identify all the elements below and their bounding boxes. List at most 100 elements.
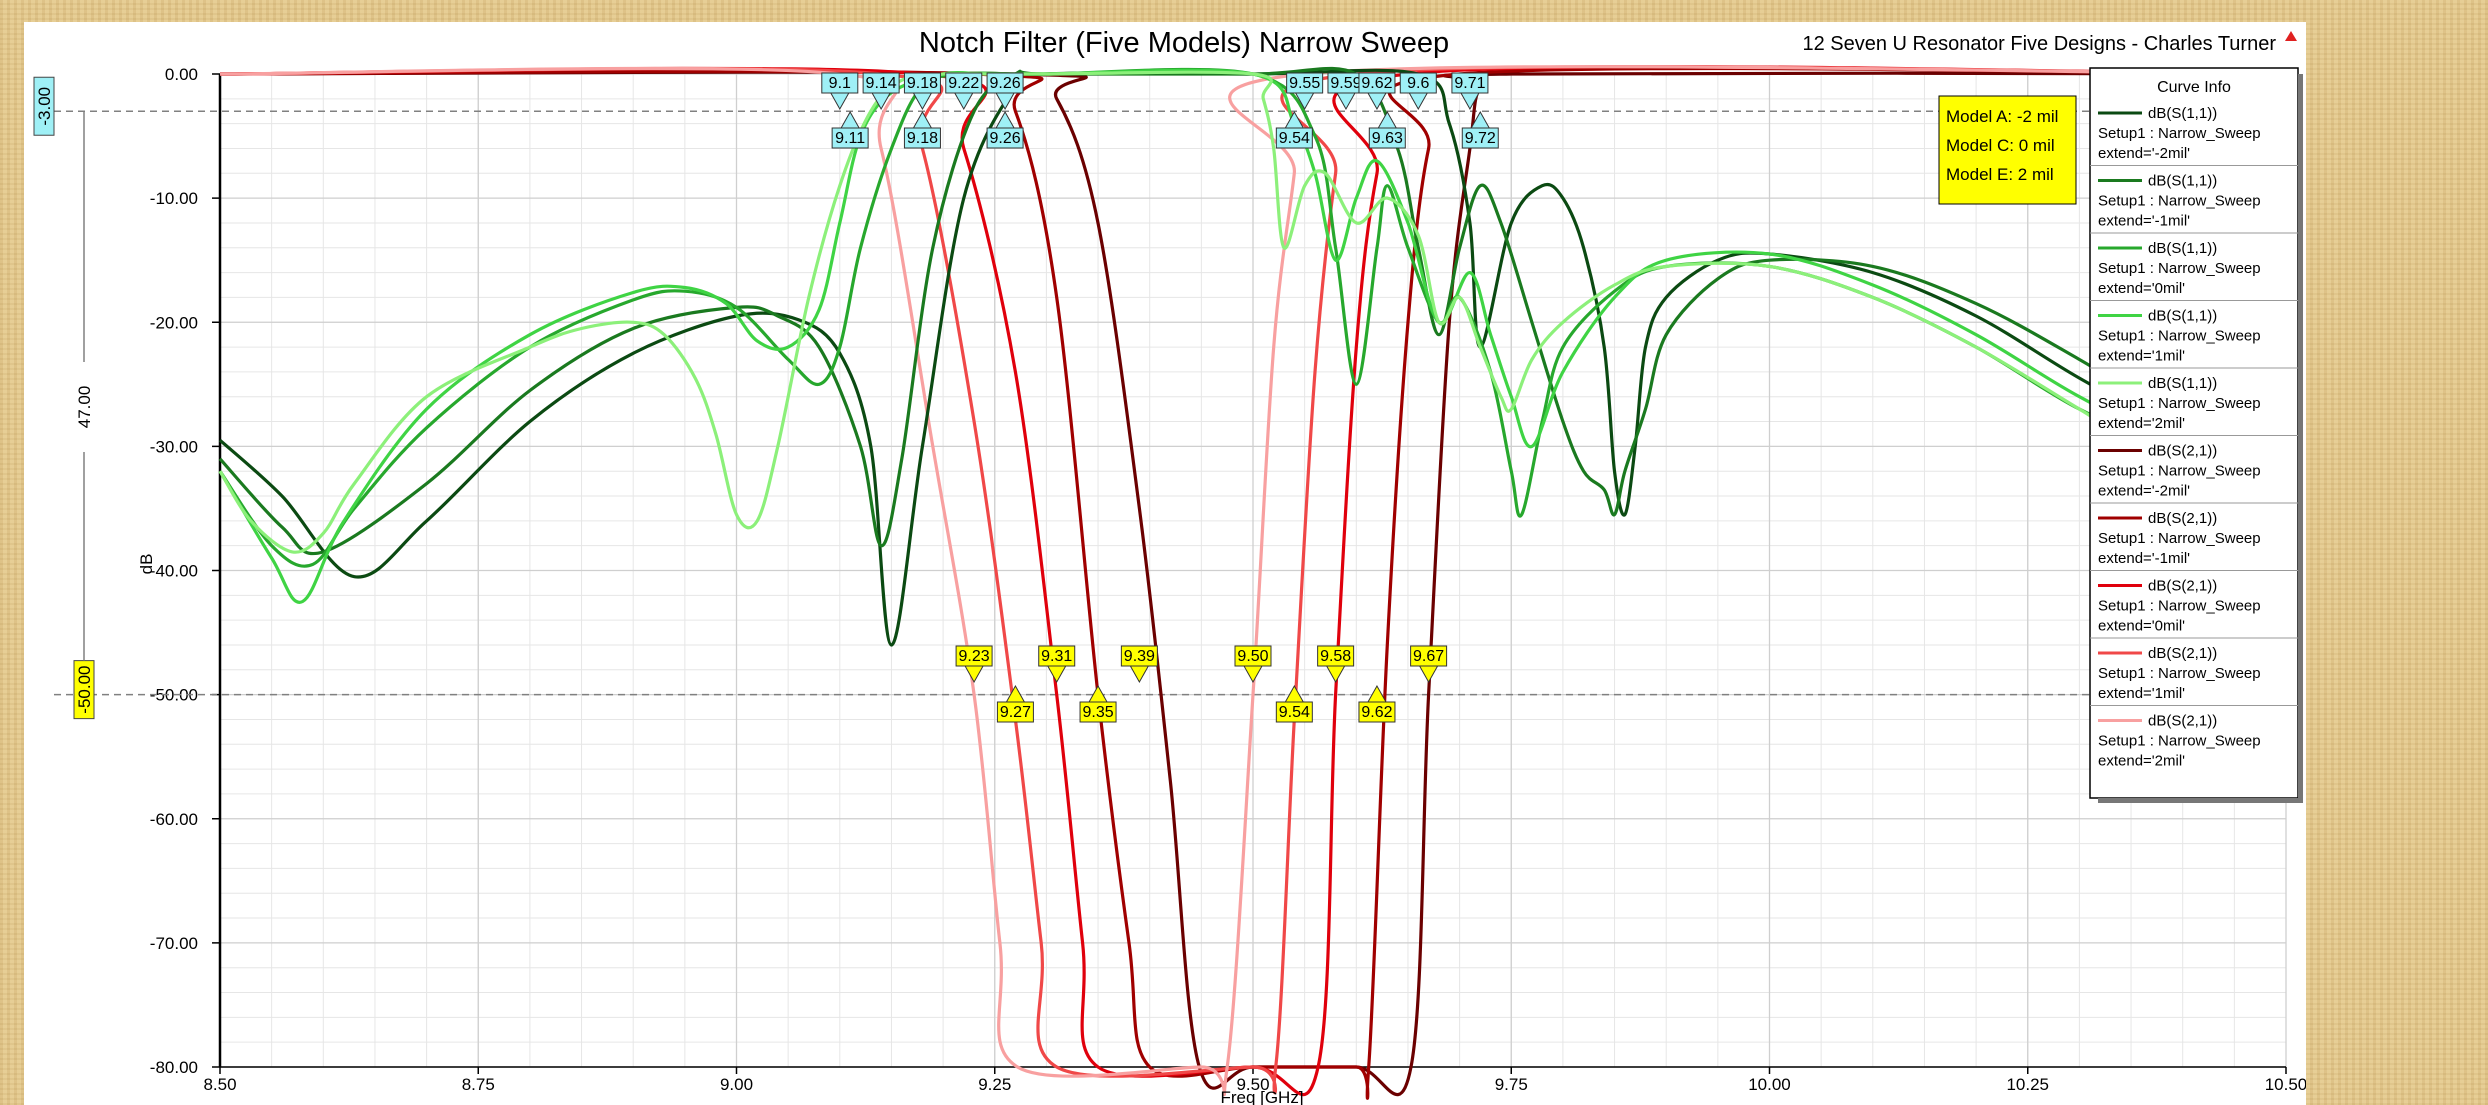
cyan-marker-label: 9.55: [1289, 75, 1320, 92]
legend[interactable]: Curve Info dB(S(1,1)) Setup1 : Narrow_Swe…: [2089, 67, 2303, 803]
project-title: 12 Seven U Resonator Five Designs - Char…: [1802, 33, 2276, 55]
yellow-marker-box: [1410, 645, 1448, 667]
legend-entry-text: Setup1 : Narrow_Sweep: [2098, 193, 2261, 210]
cyan-marker-label: 9.71: [1454, 75, 1485, 92]
cyan-marker-pointer: [1336, 92, 1356, 111]
cyan-marker-label: 9.59: [1330, 75, 1361, 92]
cyan-marker-pointer: [912, 110, 933, 129]
yellow-marker-pointer: [1325, 665, 1346, 684]
cyan-marker-box: [1275, 127, 1313, 149]
yellow-marker-box: [996, 701, 1034, 723]
y-axis-label: dB: [137, 554, 156, 575]
yellow-marker-box: [1275, 701, 1313, 723]
plot-window: 0.00 -10.00 -20.00 -30.00 -40.00 -50.00 -60.00…: [24, 22, 2306, 1105]
y-tick-label: -40.00: [150, 562, 198, 581]
cyan-marker-label: 9.18: [907, 130, 938, 147]
model-note-line: Model C: 0 mil: [1946, 136, 2055, 155]
y-tick-label: -60.00: [150, 810, 198, 829]
yellow-marker-box: [1038, 645, 1076, 667]
cyan-marker-pointer: [1408, 92, 1429, 111]
x-tick-label: 9.25: [978, 1075, 1011, 1094]
legend-title: Curve Info: [2157, 79, 2231, 96]
y-tick-label: -80.00: [150, 1058, 198, 1077]
cyan-marker-box: [1399, 72, 1437, 94]
yellow-marker-box: [1317, 645, 1355, 667]
cyan-marker-pointer: [1377, 110, 1398, 129]
yellow-marker-box: [955, 645, 993, 667]
model-note-line: Model A: -2 mil: [1946, 107, 2058, 126]
cyan-marker-label: 9.63: [1372, 130, 1403, 147]
legend-entry-text: extend='0mil': [2098, 280, 2185, 297]
model-note-box: Model A: -2 mil Model C: 0 mil Model E: …: [1938, 95, 2077, 205]
s21-series-line: [219, 66, 2287, 1100]
reference-label: -50.00: [75, 666, 94, 714]
yellow-marker-label: 9.39: [1124, 648, 1155, 665]
yellow-marker-pointer: [1243, 665, 1263, 684]
legend-entry-text: dB(S(1,1)): [2148, 173, 2217, 190]
triangle-marker-icon[interactable]: [2285, 31, 2297, 41]
legend-entry-text: Setup1 : Narrow_Sweep: [2098, 598, 2261, 615]
delta-label-bg: [70, 362, 96, 452]
cyan-marker-box: [945, 72, 983, 94]
yellow-marker-label: 9.54: [1279, 704, 1310, 721]
yellow-marker-box: [1358, 701, 1396, 723]
cyan-marker-label: 9.72: [1465, 130, 1496, 147]
yellow-marker-label: 9.23: [959, 648, 990, 665]
cyan-marker-box: [903, 72, 941, 94]
s11-series-line: [218, 68, 2287, 604]
yellow-marker-label: 9.67: [1413, 648, 1444, 665]
y-tick-label: -20.00: [150, 313, 198, 332]
delta-label: 47.00: [75, 386, 94, 429]
yellow-marker-label: 9.62: [1361, 704, 1392, 721]
yellow-marker-pointer: [964, 665, 984, 684]
legend-entry-text: extend='-2mil': [2098, 483, 2190, 500]
legend-entry-text: Setup1 : Narrow_Sweep: [2098, 395, 2261, 412]
legend-entry-text: extend='-1mil': [2098, 213, 2190, 230]
legend-entry-text: extend='-2mil': [2098, 145, 2190, 162]
legend-entry-text: Setup1 : Narrow_Sweep: [2098, 530, 2261, 547]
legend-entry-text: dB(S(2,1)): [2148, 645, 2217, 662]
x-tick-label: 9.00: [720, 1075, 753, 1094]
cyan-marker-label: 9.62: [1361, 75, 1392, 92]
cyan-marker-label: 9.22: [948, 75, 979, 92]
legend-entry-text: dB(S(1,1)): [2148, 308, 2217, 325]
legend-entry-text: dB(S(1,1)): [2148, 240, 2217, 257]
cyan-marker-box: [831, 127, 869, 149]
legend-entry-text: extend='0mil': [2098, 618, 2185, 635]
axis-ticks: 0.00 -10.00 -20.00 -30.00 -40.00 -50.00 -60.00…: [150, 65, 2306, 1094]
yellow-marker-box: [1234, 645, 1272, 667]
grid: [219, 73, 2287, 1068]
legend-entry-text: dB(S(1,1)): [2148, 375, 2217, 392]
cyan-marker-label: 9.26: [990, 130, 1021, 147]
yellow-marker-box: [1079, 701, 1117, 723]
yellow-marker-label: 9.58: [1320, 648, 1351, 665]
y-tick-label: 0.00: [165, 65, 198, 84]
x-tick-label: 10.00: [1748, 1075, 1791, 1094]
cyan-marker-label: 9.1: [829, 75, 851, 92]
reference-lines: -3.00 -50.00 47.00: [33, 76, 2286, 720]
cyan-marker-box: [821, 72, 859, 94]
cyan-marker-label: 9.14: [866, 75, 897, 92]
legend-entry-text: extend='-1mil': [2098, 550, 2190, 567]
cyan-marker-box: [903, 127, 941, 149]
legend-entry-text: dB(S(2,1)): [2148, 713, 2217, 730]
notch-filter-chart: 0.00 -10.00 -20.00 -30.00 -40.00 -50.00 -60.00…: [33, 27, 2306, 1105]
cyan-marker-box: [1461, 127, 1499, 149]
x-tick-label: 8.50: [203, 1075, 236, 1094]
cyan-marker-pointer: [840, 110, 860, 129]
legend-entry-text: Setup1 : Narrow_Sweep: [2098, 733, 2261, 750]
x-tick-label: 10.25: [2006, 1075, 2049, 1094]
cyan-marker-box: [1368, 127, 1406, 149]
cyan-marker-label: 9.54: [1279, 130, 1310, 147]
cyan-marker-pointer: [995, 92, 1015, 111]
chart-title: Notch Filter (Five Models) Narrow Sweep: [919, 27, 1449, 59]
legend-entry-text: Setup1 : Narrow_Sweep: [2098, 328, 2261, 345]
legend-entry-text: dB(S(2,1)): [2148, 578, 2217, 595]
yellow-marker-box: [1120, 645, 1158, 667]
cyan-marker-label: 9.26: [990, 75, 1021, 92]
legend-entry-text: Setup1 : Narrow_Sweep: [2098, 260, 2261, 277]
cyan-marker-pointer: [829, 92, 850, 111]
cyan-marker-label: 9.18: [907, 75, 938, 92]
yellow-marker-label: 9.31: [1041, 648, 1072, 665]
cyan-marker-box: [1286, 72, 1324, 94]
